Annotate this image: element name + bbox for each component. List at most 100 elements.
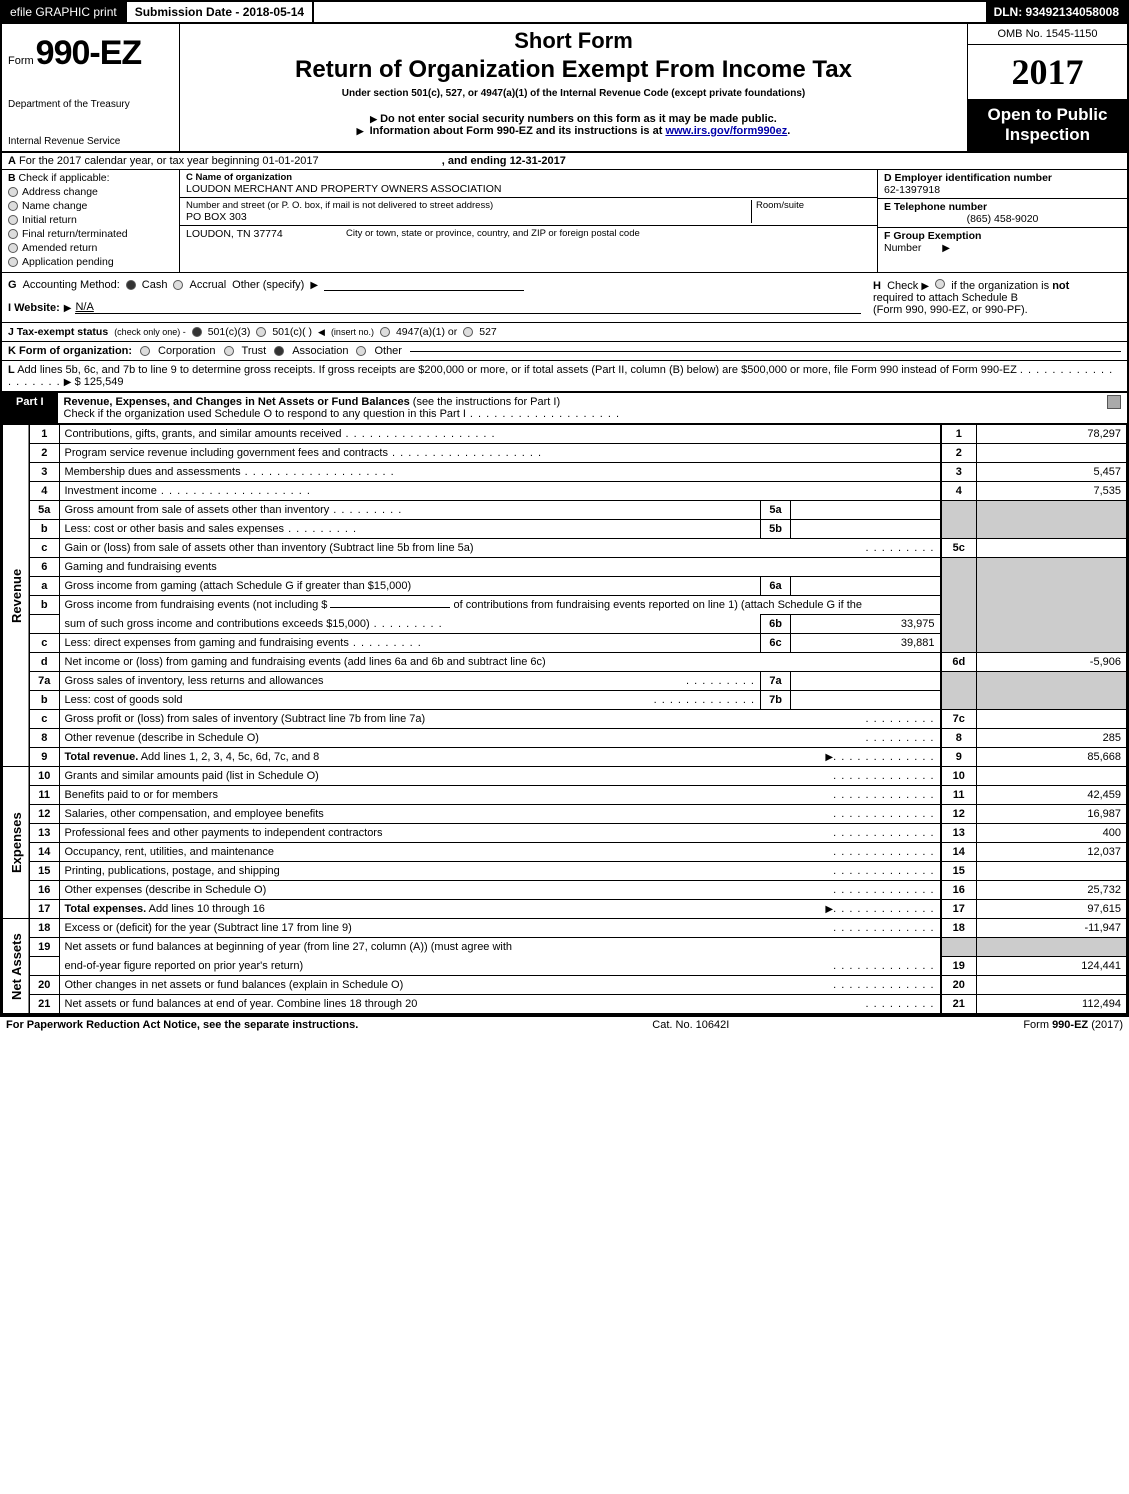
radio-icon[interactable] [192,327,202,337]
h-text3: required to attach Schedule B [873,292,1018,304]
radio-icon[interactable] [274,346,284,356]
desc: Membership dues and assessments [65,466,241,478]
line-21: 21 Net assets or fund balances at end of… [3,995,1127,1014]
desc: Total revenue. [65,751,139,763]
a-label: A [8,155,16,167]
val: -11,947 [977,919,1127,938]
e-label: E Telephone number [884,201,987,213]
footer-right-pre: Form [1023,1019,1052,1031]
desc: Program service revenue including govern… [65,447,388,459]
line-19b: end-of-year figure reported on prior yea… [3,957,1127,976]
ln: 12 [29,805,59,824]
c-name-value: LOUDON MERCHANT AND PROPERTY OWNERS ASSO… [186,183,871,195]
num: 9 [941,748,977,767]
a-text1: For the 2017 calendar year, or tax year … [19,155,319,167]
dln-badge: DLN: 93492134058008 [986,2,1127,22]
radio-accrual-icon[interactable] [173,280,183,290]
desc: Less: cost or other basis and sales expe… [65,523,285,535]
desc: Gain or (loss) from sale of assets other… [65,542,474,554]
j-4947: 4947(a)(1) or [396,326,457,338]
b-name-change[interactable]: Name change [8,200,173,212]
form-number: Form 990-EZ [8,34,173,73]
line-4: 4 Investment income 4 7,535 [3,482,1127,501]
c-street-label: Number and street (or P. O. box, if mail… [186,200,751,211]
radio-icon[interactable] [224,346,234,356]
shade [977,501,1127,539]
desc1: Gross income from fundraising events (no… [65,599,328,611]
b-final-return[interactable]: Final return/terminated [8,228,173,240]
row-a: A For the 2017 calendar year, or tax yea… [2,153,1127,170]
ln: 17 [29,900,59,919]
part1-check: Check if the organization used Schedule … [64,408,466,420]
b-label: B [8,172,16,184]
irs-link[interactable]: www.irs.gov/form990ez [665,125,787,137]
arrow-icon [825,903,833,915]
val [977,710,1127,729]
footer-right-bold: 990-EZ [1052,1019,1088,1031]
part1-checkbox[interactable] [1107,395,1121,409]
header-left: Form 990-EZ Department of the Treasury I… [2,24,180,151]
radio-cash-icon[interactable] [126,280,136,290]
block-g: G Accounting Method: Cash Accrual Other … [2,273,867,322]
b-address-change[interactable]: Address change [8,186,173,198]
b-amended-return[interactable]: Amended return [8,242,173,254]
g-cash: Cash [142,279,168,291]
line-12: 12 Salaries, other compensation, and emp… [3,805,1127,824]
radio-icon[interactable] [463,327,473,337]
subval: 33,975 [791,615,941,634]
desc: Salaries, other compensation, and employ… [65,808,324,820]
radio-icon[interactable] [935,279,945,289]
radio-icon[interactable] [356,346,366,356]
subln: 6c [761,634,791,653]
open-to-public: Open to Public Inspection [968,99,1127,151]
radio-icon[interactable] [380,327,390,337]
desc: Occupancy, rent, utilities, and maintena… [65,846,275,858]
ln: 8 [29,729,59,748]
subval [791,501,941,520]
arrow-icon [64,302,72,314]
footer-right-post: (2017) [1088,1019,1123,1031]
radio-icon [8,201,18,211]
block-c: C Name of organization LOUDON MERCHANT A… [180,170,877,272]
l-amount: $ 125,549 [75,376,124,388]
line-11: 11 Benefits paid to or for members 11 42… [3,786,1127,805]
num: 4 [941,482,977,501]
block-b: B Check if applicable: Address change Na… [2,170,180,272]
note-ssn: Do not enter social security numbers on … [190,113,957,125]
shade [977,938,1127,957]
part1-title: Revenue, Expenses, and Changes in Net As… [64,396,410,408]
shade [941,672,977,710]
desc: Other revenue (describe in Schedule O) [65,732,259,744]
subln: 6b [761,615,791,634]
num: 12 [941,805,977,824]
footer-mid: Cat. No. 10642I [358,1019,1023,1031]
radio-icon[interactable] [140,346,150,356]
num: 19 [941,957,977,976]
b-initial-return[interactable]: Initial return [8,214,173,226]
desc: Investment income [65,485,157,497]
j-small: (check only one) - [114,327,186,337]
radio-icon[interactable] [256,327,266,337]
val [977,862,1127,881]
ln: b [29,691,59,710]
line-15: 15 Printing, publications, postage, and … [3,862,1127,881]
ln: 3 [29,463,59,482]
open-line2: Inspection [972,125,1123,145]
under-section: Under section 501(c), 527, or 4947(a)(1)… [190,88,957,99]
c-city-label: City or town, state or province, country… [346,228,640,240]
desc: Net income or (loss) from gaming and fun… [59,653,941,672]
line-8: 8 Other revenue (describe in Schedule O)… [3,729,1127,748]
line-6: 6 Gaming and fundraising events [3,558,1127,577]
val [977,444,1127,463]
h-check: Check [887,280,918,292]
g-other-input[interactable] [324,279,524,291]
b-application-pending[interactable]: Application pending [8,256,173,268]
val: 285 [977,729,1127,748]
website-label: I Website: [8,302,60,314]
num: 17 [941,900,977,919]
radio-icon [8,257,18,267]
ln: c [29,539,59,558]
f-group: F Group Exemption Number [878,228,1127,256]
num: 5c [941,539,977,558]
line-6d: d Net income or (loss) from gaming and f… [3,653,1127,672]
